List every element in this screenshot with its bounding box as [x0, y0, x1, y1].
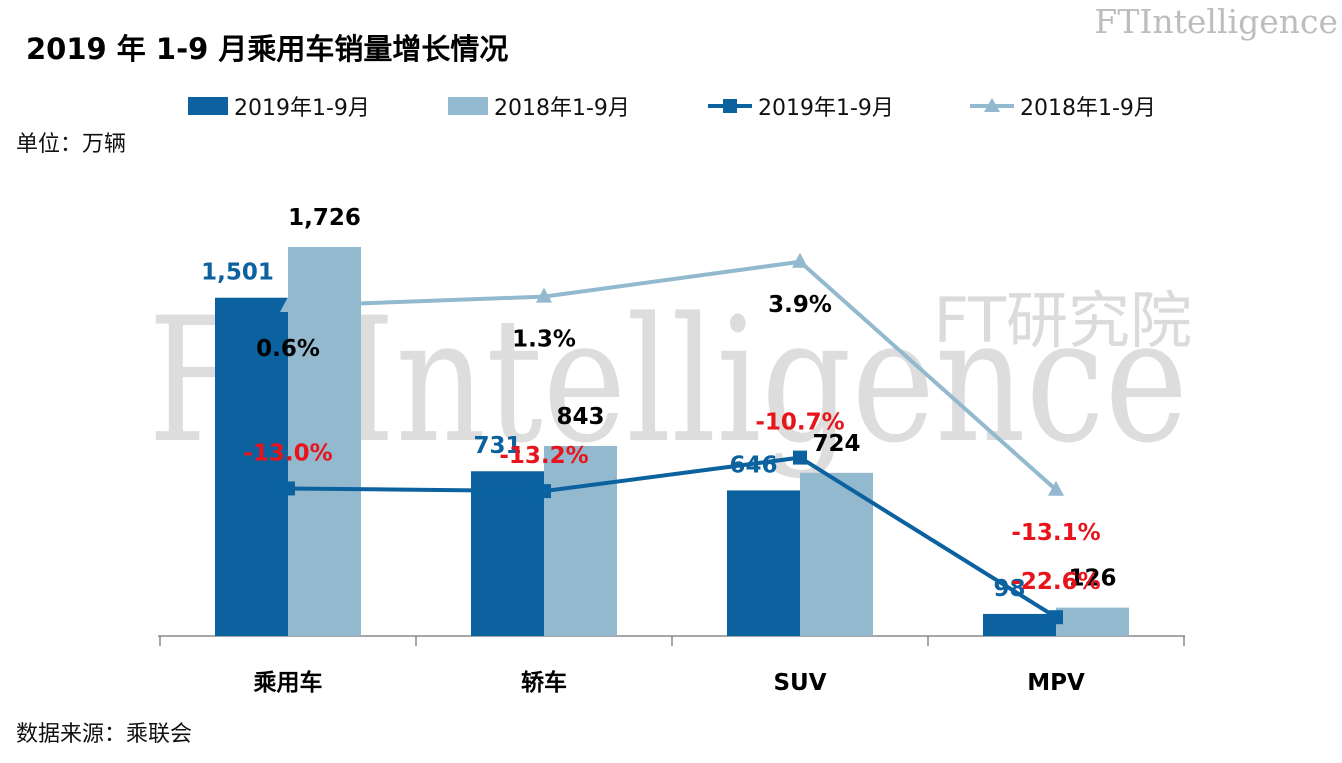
legend-swatch-2019-line: [708, 97, 752, 115]
line-label-2018-3: -13.1%: [1011, 520, 1100, 546]
source-label: 数据来源：乘联会: [16, 722, 193, 747]
bar-label-2018-2: 724: [812, 431, 860, 457]
x-tick-label-0: 乘用车: [253, 669, 323, 696]
bar-2018-1: [544, 446, 617, 636]
line-label-2019-0: -13.0%: [243, 440, 332, 466]
legend-label: 2018年1-9月: [494, 96, 630, 121]
bar-2019-3: [983, 613, 1056, 636]
legend-item-2019-line: 2019年1-9月: [708, 88, 894, 124]
legend-swatch-2019-bar: [188, 97, 228, 115]
legend: 2019年1-9月 2018年1-9月 2019年1-9月 2018年1-9月: [0, 88, 1342, 124]
unit-label: 单位：万辆: [16, 132, 127, 157]
legend-label: 2019年1-9月: [234, 96, 370, 121]
bar-label-2019-0: 1,501: [201, 260, 274, 286]
chart-title: 2019 年 1-9 月乘用车销量增长情况: [26, 32, 509, 66]
legend-label: 2018年1-9月: [1020, 96, 1156, 121]
line-2018-point-2: [792, 252, 808, 268]
x-tick-label-1: 轿车: [521, 669, 567, 696]
line-2018: [287, 259, 1058, 492]
line-2019: [287, 455, 1058, 619]
bar-2018-0: [288, 247, 361, 636]
line-2018-point-1: [536, 287, 552, 303]
line-2019-point-0: [281, 481, 295, 496]
line-2019-point-3: [1049, 610, 1063, 625]
line-label-2018-2: 3.9%: [768, 292, 832, 318]
line-label-2018-0: 0.6%: [256, 336, 320, 362]
x-tick-label-2: SUV: [773, 670, 826, 696]
line-2019-point-2: [793, 450, 807, 465]
legend-item-2019-bar: 2019年1-9月: [188, 88, 370, 124]
legend-label: 2019年1-9月: [758, 96, 894, 121]
bar-2019-2: [727, 490, 800, 636]
brand-logo: FTIntelligence: [1094, 2, 1338, 41]
bar-2019-1: [471, 471, 544, 636]
bar-2018-3: [1056, 607, 1129, 636]
bar-2019-0: [215, 297, 288, 636]
legend-swatch-2018-bar: [448, 97, 488, 115]
line-label-2019-3: -22.6%: [1011, 569, 1100, 595]
x-tick-label-3: MPV: [1027, 670, 1085, 696]
legend-item-2018-bar: 2018年1-9月: [448, 88, 630, 124]
legend-item-2018-line: 2018年1-9月: [970, 88, 1156, 124]
line-label-2019-1: -13.2%: [499, 443, 588, 469]
bar-label-2019-1: 731: [473, 433, 521, 459]
watermark-sub: FT研究院: [934, 284, 1192, 357]
line-2019-point-1: [537, 484, 551, 499]
line-label-2019-2: -10.7%: [755, 410, 844, 436]
bar-label-2018-1: 843: [556, 404, 604, 430]
bar-label-2018-0: 1,726: [288, 205, 361, 231]
line-2018-point-3: [1048, 480, 1064, 496]
line-label-2018-1: 1.3%: [512, 327, 576, 353]
bar-label-2018-3: 126: [1068, 566, 1116, 592]
legend-swatch-2018-line: [970, 97, 1014, 115]
bar-2018-2: [800, 472, 873, 636]
line-2018-point-0: [280, 297, 296, 313]
